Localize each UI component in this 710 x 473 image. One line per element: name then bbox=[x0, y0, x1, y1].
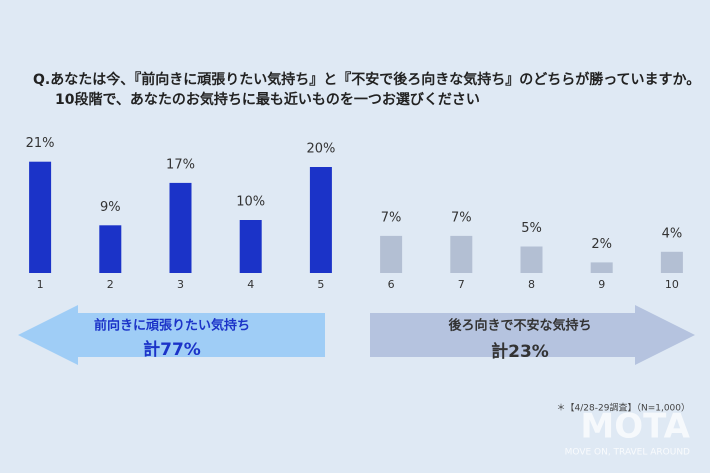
bar bbox=[239, 220, 262, 273]
watermark-sub: MOVE ON, TRAVEL AROUND bbox=[565, 448, 690, 458]
value-label: 2% bbox=[591, 237, 612, 252]
arrow-total: 計77% bbox=[143, 339, 201, 360]
bar bbox=[169, 182, 192, 273]
bar bbox=[309, 167, 332, 273]
bar bbox=[380, 235, 403, 273]
value-label: 21% bbox=[26, 136, 55, 151]
note: ＊【4/28-29調査】（N=1,000） bbox=[557, 402, 690, 414]
x-tick-label: 9 bbox=[598, 278, 605, 291]
arrow-total: 計23% bbox=[491, 341, 549, 362]
value-label: 7% bbox=[451, 210, 472, 225]
x-tick-label: 8 bbox=[528, 278, 535, 291]
bar bbox=[520, 246, 543, 273]
value-label: 7% bbox=[381, 210, 402, 225]
x-tick-label: 2 bbox=[107, 278, 114, 291]
watermark: MOTA bbox=[580, 407, 690, 447]
x-tick-label: 5 bbox=[317, 278, 324, 291]
value-label: 17% bbox=[166, 157, 195, 172]
left-arrow bbox=[18, 305, 325, 365]
chart-subtitle: 10段階で、あなたのお気持ちに最も近いものを一つお選びください bbox=[55, 91, 480, 108]
value-label: 5% bbox=[521, 221, 542, 236]
right-arrow bbox=[370, 305, 695, 365]
value-label: 9% bbox=[100, 200, 121, 215]
x-tick-label: 3 bbox=[177, 278, 184, 291]
x-tick-label: 1 bbox=[37, 278, 44, 291]
bar bbox=[99, 225, 122, 273]
value-label: 4% bbox=[662, 226, 683, 241]
value-label: 10% bbox=[236, 195, 265, 210]
x-tick-label: 7 bbox=[458, 278, 465, 291]
chart-title: Q.あなたは今、『前向きに頑張りたい気持ち』と『不安で後ろ向きな気持ち』のどちら… bbox=[33, 71, 700, 88]
bar bbox=[29, 161, 52, 273]
arrow-label: 前向きに頑張りたい気持ち bbox=[94, 318, 250, 334]
bar bbox=[450, 235, 473, 273]
bar bbox=[660, 251, 683, 273]
value-label: 20% bbox=[306, 142, 335, 157]
arrow-label: 後ろ向きで不安な気持ち bbox=[448, 318, 591, 334]
x-tick-label: 6 bbox=[388, 278, 395, 291]
x-tick-label: 4 bbox=[247, 278, 254, 291]
x-tick-label: 10 bbox=[665, 278, 679, 291]
bar bbox=[590, 262, 613, 273]
